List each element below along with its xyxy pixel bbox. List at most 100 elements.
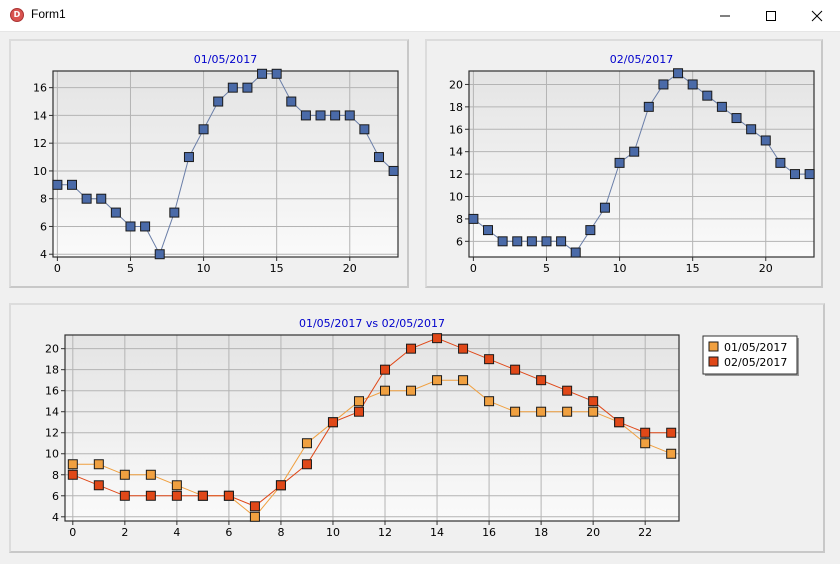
data-point xyxy=(658,79,669,90)
data-point xyxy=(67,179,78,190)
y-tick-label: 10 xyxy=(45,448,59,461)
data-point xyxy=(640,427,651,438)
plot-border xyxy=(64,334,680,522)
data-point xyxy=(497,236,508,247)
x-tick-label: 10 xyxy=(326,526,340,539)
app-icon[interactable]: D xyxy=(10,8,24,22)
data-point xyxy=(484,396,495,407)
data-point xyxy=(171,490,182,501)
data-point xyxy=(125,221,136,232)
data-point xyxy=(227,82,238,93)
y-tick-label: 12 xyxy=(33,137,47,150)
maximize-button[interactable] xyxy=(748,0,794,31)
data-point xyxy=(330,110,341,121)
data-point xyxy=(169,207,180,218)
data-point xyxy=(93,459,104,470)
y-tick-label: 6 xyxy=(52,490,59,503)
chart-day1: 01/05/2017 0 5 10 15 20 4 6 8 10 12 14 16 xyxy=(33,53,399,275)
x-tick-label: 10 xyxy=(197,262,211,275)
x-tick-label: 0 xyxy=(54,262,61,275)
x-tick-label: 5 xyxy=(127,262,134,275)
y-tick-label: 6 xyxy=(456,235,463,248)
data-point xyxy=(536,406,547,417)
data-point xyxy=(458,375,469,386)
y-tick-label: 4 xyxy=(52,511,59,524)
chart-comparison: 01/05/2017 vs 02/05/2017 0 2 4 6 8 10 12 14 16 18 2… xyxy=(45,317,799,539)
x-tick-label: 0 xyxy=(470,262,477,275)
y-tick-label: 8 xyxy=(52,469,59,482)
close-button[interactable] xyxy=(794,0,840,31)
data-point xyxy=(789,169,800,180)
x-tick-label: 5 xyxy=(543,262,550,275)
data-point xyxy=(640,438,651,449)
data-point xyxy=(510,364,521,375)
data-point xyxy=(380,385,391,396)
data-point xyxy=(746,124,757,135)
x-tick-label: 6 xyxy=(225,526,232,539)
plot-border xyxy=(52,70,399,258)
y-tick-label: 16 xyxy=(45,385,59,398)
close-icon xyxy=(811,10,823,22)
data-point xyxy=(731,113,742,124)
y-tick-label: 8 xyxy=(40,193,47,206)
y-tick-label: 14 xyxy=(33,109,47,122)
data-point xyxy=(154,249,165,260)
data-point xyxy=(67,459,78,470)
data-point xyxy=(483,225,494,236)
data-point xyxy=(775,157,786,168)
data-point xyxy=(687,79,698,90)
x-tick-label: 12 xyxy=(378,526,392,539)
data-point xyxy=(140,221,151,232)
x-tick-label: 15 xyxy=(270,262,284,275)
y-tick-label: 20 xyxy=(449,78,463,91)
plot-border xyxy=(468,70,815,258)
legend-label: 01/05/2017 xyxy=(724,341,787,354)
data-point xyxy=(275,480,286,491)
data-point xyxy=(599,202,610,213)
data-point xyxy=(526,236,537,247)
data-point xyxy=(171,480,182,491)
data-point xyxy=(327,417,338,428)
data-point xyxy=(562,385,573,396)
legend-box xyxy=(702,335,798,375)
data-point xyxy=(344,110,355,121)
chart-panel-day1: 01/05/2017 0 5 10 15 20 4 6 8 10 12 14 16 xyxy=(9,39,409,288)
y-tick-label: 4 xyxy=(40,248,47,261)
data-point xyxy=(804,169,815,180)
chart-panel-day2: 02/05/2017 0 5 10 15 20 6 8 10 12 14 16 18 20 xyxy=(425,39,823,288)
x-tick-label: 18 xyxy=(534,526,548,539)
x-tick-label: 20 xyxy=(343,262,357,275)
y-tick-label: 20 xyxy=(45,343,59,356)
y-tick-label: 12 xyxy=(449,168,463,181)
data-point xyxy=(570,247,581,258)
data-point xyxy=(614,157,625,168)
data-point xyxy=(300,110,311,121)
data-point xyxy=(67,469,78,480)
minimize-icon xyxy=(720,15,730,17)
data-point xyxy=(643,101,654,112)
data-point xyxy=(119,469,130,480)
y-tick-label: 16 xyxy=(449,123,463,136)
minimize-button[interactable] xyxy=(702,0,748,31)
data-point xyxy=(760,135,771,146)
data-point xyxy=(432,333,443,344)
chart-panel-comparison: 01/05/2017 vs 02/05/2017 0 2 4 6 8 10 12 14 16 18 2… xyxy=(9,303,825,553)
data-point xyxy=(242,82,253,93)
data-point xyxy=(562,406,573,417)
data-point xyxy=(198,124,209,135)
y-tick-label: 14 xyxy=(449,146,463,159)
data-point xyxy=(183,152,194,163)
y-tick-label: 10 xyxy=(449,190,463,203)
data-point xyxy=(432,375,443,386)
x-tick-label: 14 xyxy=(430,526,444,539)
data-point xyxy=(52,179,63,190)
data-point xyxy=(536,375,547,386)
plot-area xyxy=(53,71,398,257)
data-point xyxy=(373,152,384,163)
data-point xyxy=(629,146,640,157)
y-tick-label: 8 xyxy=(456,213,463,226)
data-point xyxy=(271,68,282,79)
data-point xyxy=(512,236,523,247)
chart-title: 01/05/2017 xyxy=(194,53,257,66)
y-tick-label: 16 xyxy=(33,82,47,95)
